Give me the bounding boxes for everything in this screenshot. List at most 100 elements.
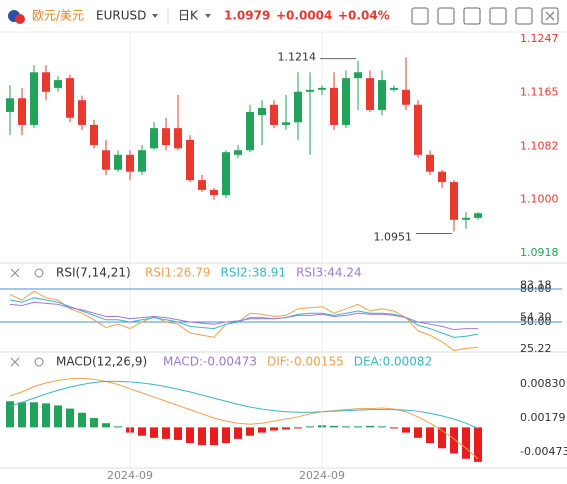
candle-body	[54, 80, 62, 88]
candle-body	[126, 154, 134, 172]
legend-entry: RSI2:38.91	[221, 266, 287, 280]
x-tick-label: 2024-09	[299, 469, 345, 482]
histogram-bar	[330, 425, 338, 428]
candle-body	[18, 98, 26, 125]
candle-body	[438, 171, 446, 183]
dropdown-arrow[interactable]	[152, 14, 158, 18]
histogram-bar	[282, 427, 290, 430]
histogram-bar	[138, 427, 146, 436]
y-tick-label: 54.30	[520, 310, 552, 323]
period[interactable]: 日K	[178, 9, 199, 23]
candle-body	[390, 87, 398, 90]
flag-us	[15, 14, 25, 24]
symbol[interactable]: EURUSD	[96, 9, 146, 23]
settings-icon[interactable]	[34, 268, 44, 278]
candle-body	[66, 78, 74, 118]
candle-body	[426, 154, 434, 172]
candle-body	[294, 91, 302, 123]
histogram-bar	[78, 412, 86, 428]
candle-body	[234, 150, 242, 155]
legend-entry: RSI3:44.24	[296, 266, 362, 280]
annotation: 1.1214	[278, 51, 317, 64]
histogram-bar	[246, 427, 254, 436]
histogram-bar	[354, 426, 362, 428]
candle-body	[474, 213, 482, 218]
histogram-bar	[222, 427, 230, 444]
candle-body	[330, 87, 338, 125]
y-tick-label: 0.00830	[520, 377, 566, 390]
histogram-bar	[342, 426, 350, 428]
histogram-bar	[438, 427, 446, 449]
candle-body	[222, 152, 230, 196]
y-tick-label: 1.1000	[520, 193, 559, 206]
candle-body	[342, 78, 350, 125]
y-tick-label: -0.00473	[520, 445, 567, 458]
hide-icon[interactable]	[10, 268, 20, 278]
candle-body	[366, 78, 374, 110]
candle-body	[42, 72, 50, 92]
histogram-bar	[270, 427, 278, 431]
indicator-line	[9, 377, 479, 460]
candle-body	[402, 89, 410, 105]
candle-body	[450, 182, 458, 220]
histogram-bar	[174, 427, 182, 440]
candle-body	[78, 100, 86, 125]
histogram-bar	[54, 405, 62, 428]
candle-body	[174, 128, 182, 149]
rsi-title: RSI(7,14,21)	[56, 266, 131, 280]
histogram-bar	[186, 427, 194, 444]
candle-body	[186, 139, 194, 181]
histogram-bar	[150, 427, 158, 438]
candle-body	[162, 128, 170, 146]
candle-body	[114, 154, 122, 170]
candle-body	[414, 104, 422, 155]
tool[interactable]	[463, 7, 481, 25]
candle-body	[138, 150, 146, 172]
toolbar	[411, 7, 559, 25]
legend-entry: DIF:-0.00155	[267, 355, 344, 369]
hide-icon[interactable]	[10, 357, 20, 367]
histogram-bar	[426, 427, 434, 444]
candle-body	[270, 104, 278, 125]
macd-title: MACD(12,26,9)	[56, 355, 147, 369]
annotation: 1.0951	[374, 230, 413, 243]
candle-body	[150, 128, 158, 149]
dropdown-arrow[interactable]	[205, 14, 211, 18]
candle-body	[462, 217, 470, 220]
histogram-bar	[90, 417, 98, 428]
histogram-bar	[102, 423, 110, 428]
candle-body	[378, 80, 386, 110]
candle-body	[6, 98, 14, 112]
candle-body	[246, 111, 254, 151]
draw-tool[interactable]	[411, 7, 429, 25]
histogram-bar	[234, 427, 242, 439]
y-tick-label: 1.0918	[520, 246, 559, 259]
change: +0.0004	[276, 9, 332, 23]
close-icon	[545, 11, 555, 21]
settings-icon[interactable]	[34, 357, 44, 367]
close[interactable]	[541, 7, 559, 25]
candle-body	[90, 124, 98, 146]
histogram-bar	[42, 403, 50, 428]
candle-body	[102, 150, 110, 170]
change-pct: +0.04%	[338, 9, 390, 23]
histogram-bar	[366, 425, 374, 428]
pair-name[interactable]: 欧元/美元	[32, 9, 84, 23]
histogram-bar	[66, 408, 74, 428]
candle-body	[258, 108, 266, 116]
histogram-bar	[462, 427, 470, 459]
histogram-bar	[390, 427, 398, 429]
histogram-bar	[6, 401, 14, 428]
x-tick-label: 2024-09	[107, 469, 153, 482]
legend-entry: RSI1:26.79	[145, 266, 211, 280]
tool[interactable]	[489, 7, 507, 25]
candle-body	[354, 72, 362, 79]
y-tick-label: 0.00179	[520, 411, 566, 424]
histogram-bar	[258, 427, 266, 433]
fullscreen[interactable]	[515, 7, 533, 25]
tool[interactable]	[437, 7, 455, 25]
indicator-line	[9, 380, 479, 429]
price: 1.0979	[224, 9, 270, 23]
